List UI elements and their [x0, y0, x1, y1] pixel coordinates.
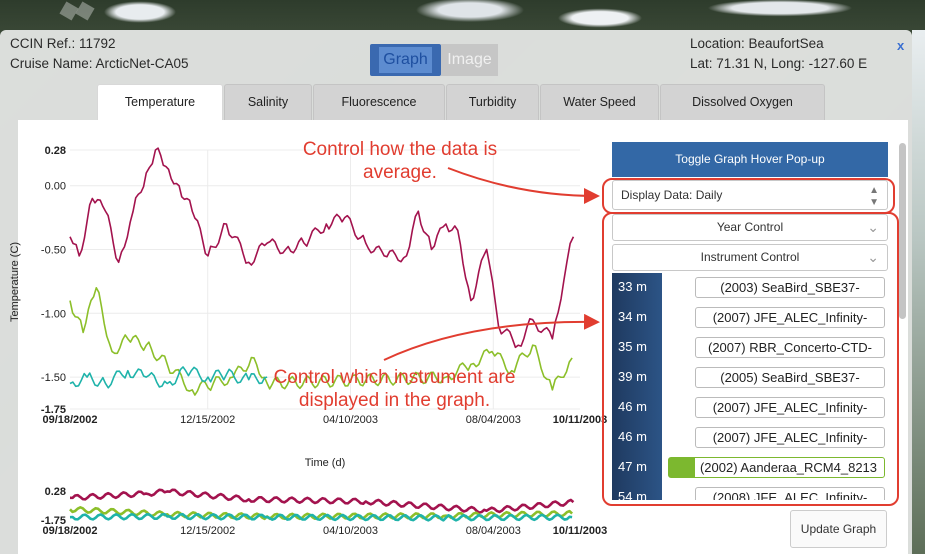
instrument-depth: 39 m	[618, 369, 647, 384]
instrument-depth: 33 m	[618, 279, 647, 294]
instrument-toggle-button[interactable]: (2007) JFE_ALEC_Infinity-	[695, 307, 885, 328]
series-line[interactable]	[69, 147, 575, 349]
graph-view-label: Graph	[379, 47, 432, 73]
x-axis-label: Time (d)	[305, 457, 346, 469]
instrument-toggle-button[interactable]: (2007) JFE_ALEC_Infinity-	[695, 427, 885, 448]
y-tick-label: -0.50	[41, 245, 66, 257]
tab-salinity[interactable]: Salinity	[224, 84, 312, 120]
scrollbar[interactable]	[899, 143, 906, 319]
series-line[interactable]	[69, 366, 268, 389]
y-tick-label: 0.28	[45, 486, 66, 498]
lat-long: Lat: 71.31 N, Long: -127.60 E	[690, 56, 868, 71]
tab-temperature[interactable]: Temperature	[97, 84, 223, 122]
instrument-depth: 54 m	[618, 489, 647, 500]
x-tick-label: 09/18/2002	[42, 525, 97, 537]
update-graph-button[interactable]: Update Graph	[790, 510, 887, 548]
instrument-toggle-button[interactable]: (2003) SeaBird_SBE37-	[695, 277, 885, 298]
select-arrows-icon: ▲ ▼	[869, 185, 879, 208]
x-tick-label: 04/10/2003	[323, 414, 378, 426]
annotation-box-instrument	[602, 212, 899, 506]
series-line[interactable]	[69, 488, 575, 514]
year-control-label: Year Control	[716, 220, 784, 234]
y-tick-label: 0.00	[45, 181, 66, 193]
y-tick-label: -1.75	[41, 515, 66, 527]
instrument-depth: 46 m	[618, 429, 647, 444]
instrument-depth: 47 m	[618, 459, 647, 474]
instrument-toggle-button[interactable]: (2005) SeaBird_SBE37-	[695, 367, 885, 388]
instrument-toggle-button[interactable]: (2007) RBR_Concerto-CTD-	[695, 337, 885, 358]
location: Location: BeaufortSea	[690, 36, 824, 51]
tab-water-speed[interactable]: Water Speed	[540, 84, 659, 120]
map-background-edge	[912, 30, 925, 554]
display-data-value: Display Data: Daily	[621, 188, 723, 202]
y-tick-label: 0.28	[45, 145, 66, 157]
y-axis-label: Temperature (C)	[9, 242, 21, 322]
x-tick-label: 09/18/2002	[42, 414, 97, 426]
x-tick-label: 10/11/2003	[553, 525, 607, 537]
x-tick-label: 12/15/2002	[180, 525, 235, 537]
x-tick-label: 08/04/2003	[466, 414, 521, 426]
x-tick-label: 10/11/2003	[553, 414, 607, 426]
x-tick-label: 12/15/2002	[180, 414, 235, 426]
y-tick-label: -1.00	[41, 308, 66, 320]
x-tick-label: 08/04/2003	[466, 525, 521, 537]
instrument-control-label: Instrument Control	[700, 250, 800, 264]
instrument-toggle-button[interactable]: (2002) Aanderaa_RCM4_8213	[668, 457, 885, 478]
instrument-depth: 46 m	[618, 399, 647, 414]
depth-column	[612, 273, 662, 500]
graph-view-button[interactable]: Graph	[370, 44, 441, 76]
annotation-instrument: Control which instrument are displayed i…	[273, 367, 516, 411]
close-button[interactable]: x	[897, 38, 905, 53]
instrument-toggle-button[interactable]: (2008) JFE_ALEC_Infinity-	[695, 487, 885, 500]
series-line[interactable]	[69, 506, 574, 521]
instrument-toggle-button[interactable]: (2007) JFE_ALEC_Infinity-	[695, 397, 885, 418]
annotation-box-averaging	[602, 178, 895, 214]
y-tick-label: -1.75	[41, 404, 66, 416]
instrument-depth: 35 m	[618, 339, 647, 354]
y-tick-label: -1.50	[41, 372, 66, 384]
tab-fluorescence[interactable]: Fluorescence	[313, 84, 445, 120]
chevron-down-icon: ⌄	[867, 249, 879, 265]
year-control-dropdown[interactable]: Year Control ⌄	[612, 214, 888, 241]
toggle-hover-popup-button[interactable]: Toggle Graph Hover Pop-up	[612, 142, 888, 177]
annotation-averaging: Control how the data is average.	[302, 139, 498, 183]
chevron-down-icon: ⌄	[867, 219, 879, 235]
display-data-select[interactable]: Display Data: Daily ▲ ▼	[612, 180, 888, 210]
tab-turbidity[interactable]: Turbidity	[446, 84, 539, 120]
cruise-name: Cruise Name: ArcticNet-CA05	[10, 56, 189, 71]
x-tick-label: 04/10/2003	[323, 525, 378, 537]
series-line[interactable]	[69, 512, 573, 522]
instrument-control-dropdown[interactable]: Instrument Control ⌄	[612, 244, 888, 271]
instrument-list: 33 m (2003) SeaBird_SBE37- 34 m (2007) JFE_…	[612, 273, 888, 500]
tab-dissolved-oxygen[interactable]: Dissolved Oxygen	[660, 84, 825, 120]
ccin-ref: CCIN Ref.: 11792	[10, 36, 116, 51]
image-view-button[interactable]: Image	[441, 44, 498, 76]
instrument-depth: 34 m	[618, 309, 647, 324]
